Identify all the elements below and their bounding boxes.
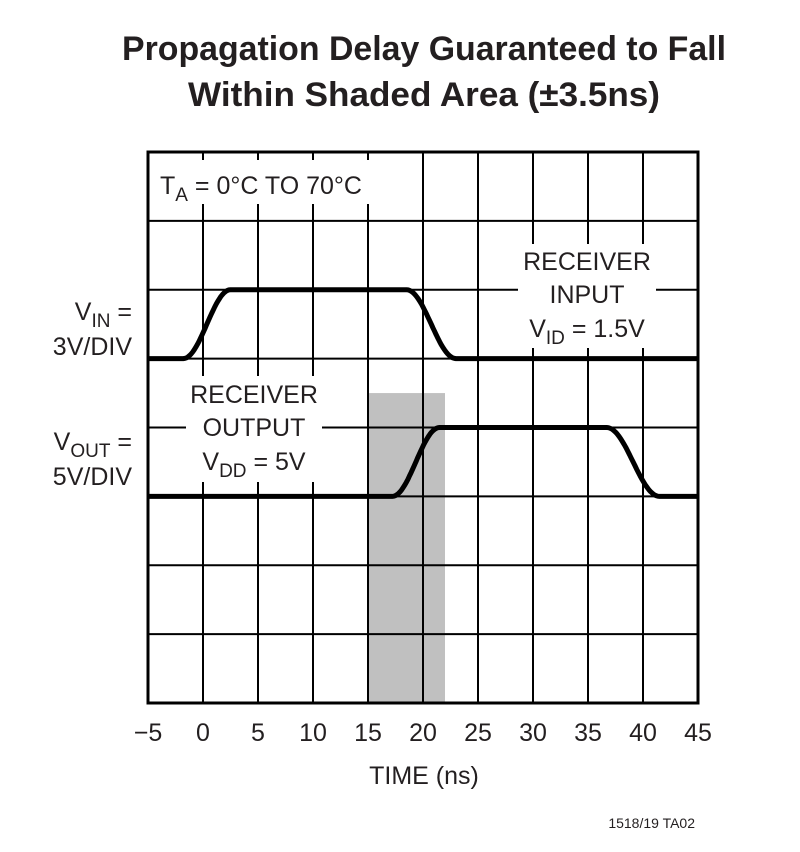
x-tick-label: 40 — [629, 719, 657, 747]
output-label-line2: OUTPUT — [203, 414, 306, 442]
x-tick-label: 25 — [464, 719, 492, 747]
x-tick-label: −5 — [134, 719, 163, 747]
vin-scale-label-line2: 3V/DIV — [53, 333, 133, 361]
plot-frame — [146, 150, 700, 705]
output-label-bg — [186, 376, 322, 482]
temp-label-bg — [152, 160, 376, 204]
x-tick-labels: −5 0 5 10 15 20 25 30 35 40 45 — [134, 719, 712, 747]
x-tick-label: 0 — [196, 719, 210, 747]
vin-scale-label-line1: VIN = — [75, 298, 132, 332]
output-condition: VDD = 5V — [202, 448, 306, 482]
x-tick-label: 30 — [519, 719, 547, 747]
x-tick-label: 20 — [409, 719, 437, 747]
input-label-bg — [518, 244, 656, 348]
x-tick-label: 5 — [251, 719, 265, 747]
input-label-line1: RECEIVER — [523, 248, 651, 276]
receiver-input-waveform — [148, 287, 698, 362]
vout-scale-label-line2: 5V/DIV — [53, 463, 133, 491]
input-label-line2: INPUT — [550, 281, 625, 309]
waveforms — [148, 287, 698, 499]
x-axis-label: TIME (ns) — [369, 762, 479, 790]
x-tick-label: 35 — [574, 719, 602, 747]
shaded-delay-region — [368, 393, 445, 703]
x-tick-label: 45 — [684, 719, 712, 747]
receiver-output-waveform — [148, 425, 698, 499]
chart-title-line2: Within Shaded Area (±3.5ns) — [188, 76, 660, 114]
temperature-annotation: TA = 0°C TO 70°C — [160, 172, 362, 206]
x-tick-label: 10 — [299, 719, 327, 747]
vout-scale-label-line1: VOUT = — [54, 428, 132, 462]
input-condition: VID = 1.5V — [529, 315, 645, 349]
output-label-line1: RECEIVER — [190, 381, 318, 409]
x-tick-label: 15 — [354, 719, 382, 747]
figure-code: 1518/19 TA02 — [608, 815, 695, 831]
chart-title-line1: Propagation Delay Guaranteed to Fall — [122, 30, 726, 68]
